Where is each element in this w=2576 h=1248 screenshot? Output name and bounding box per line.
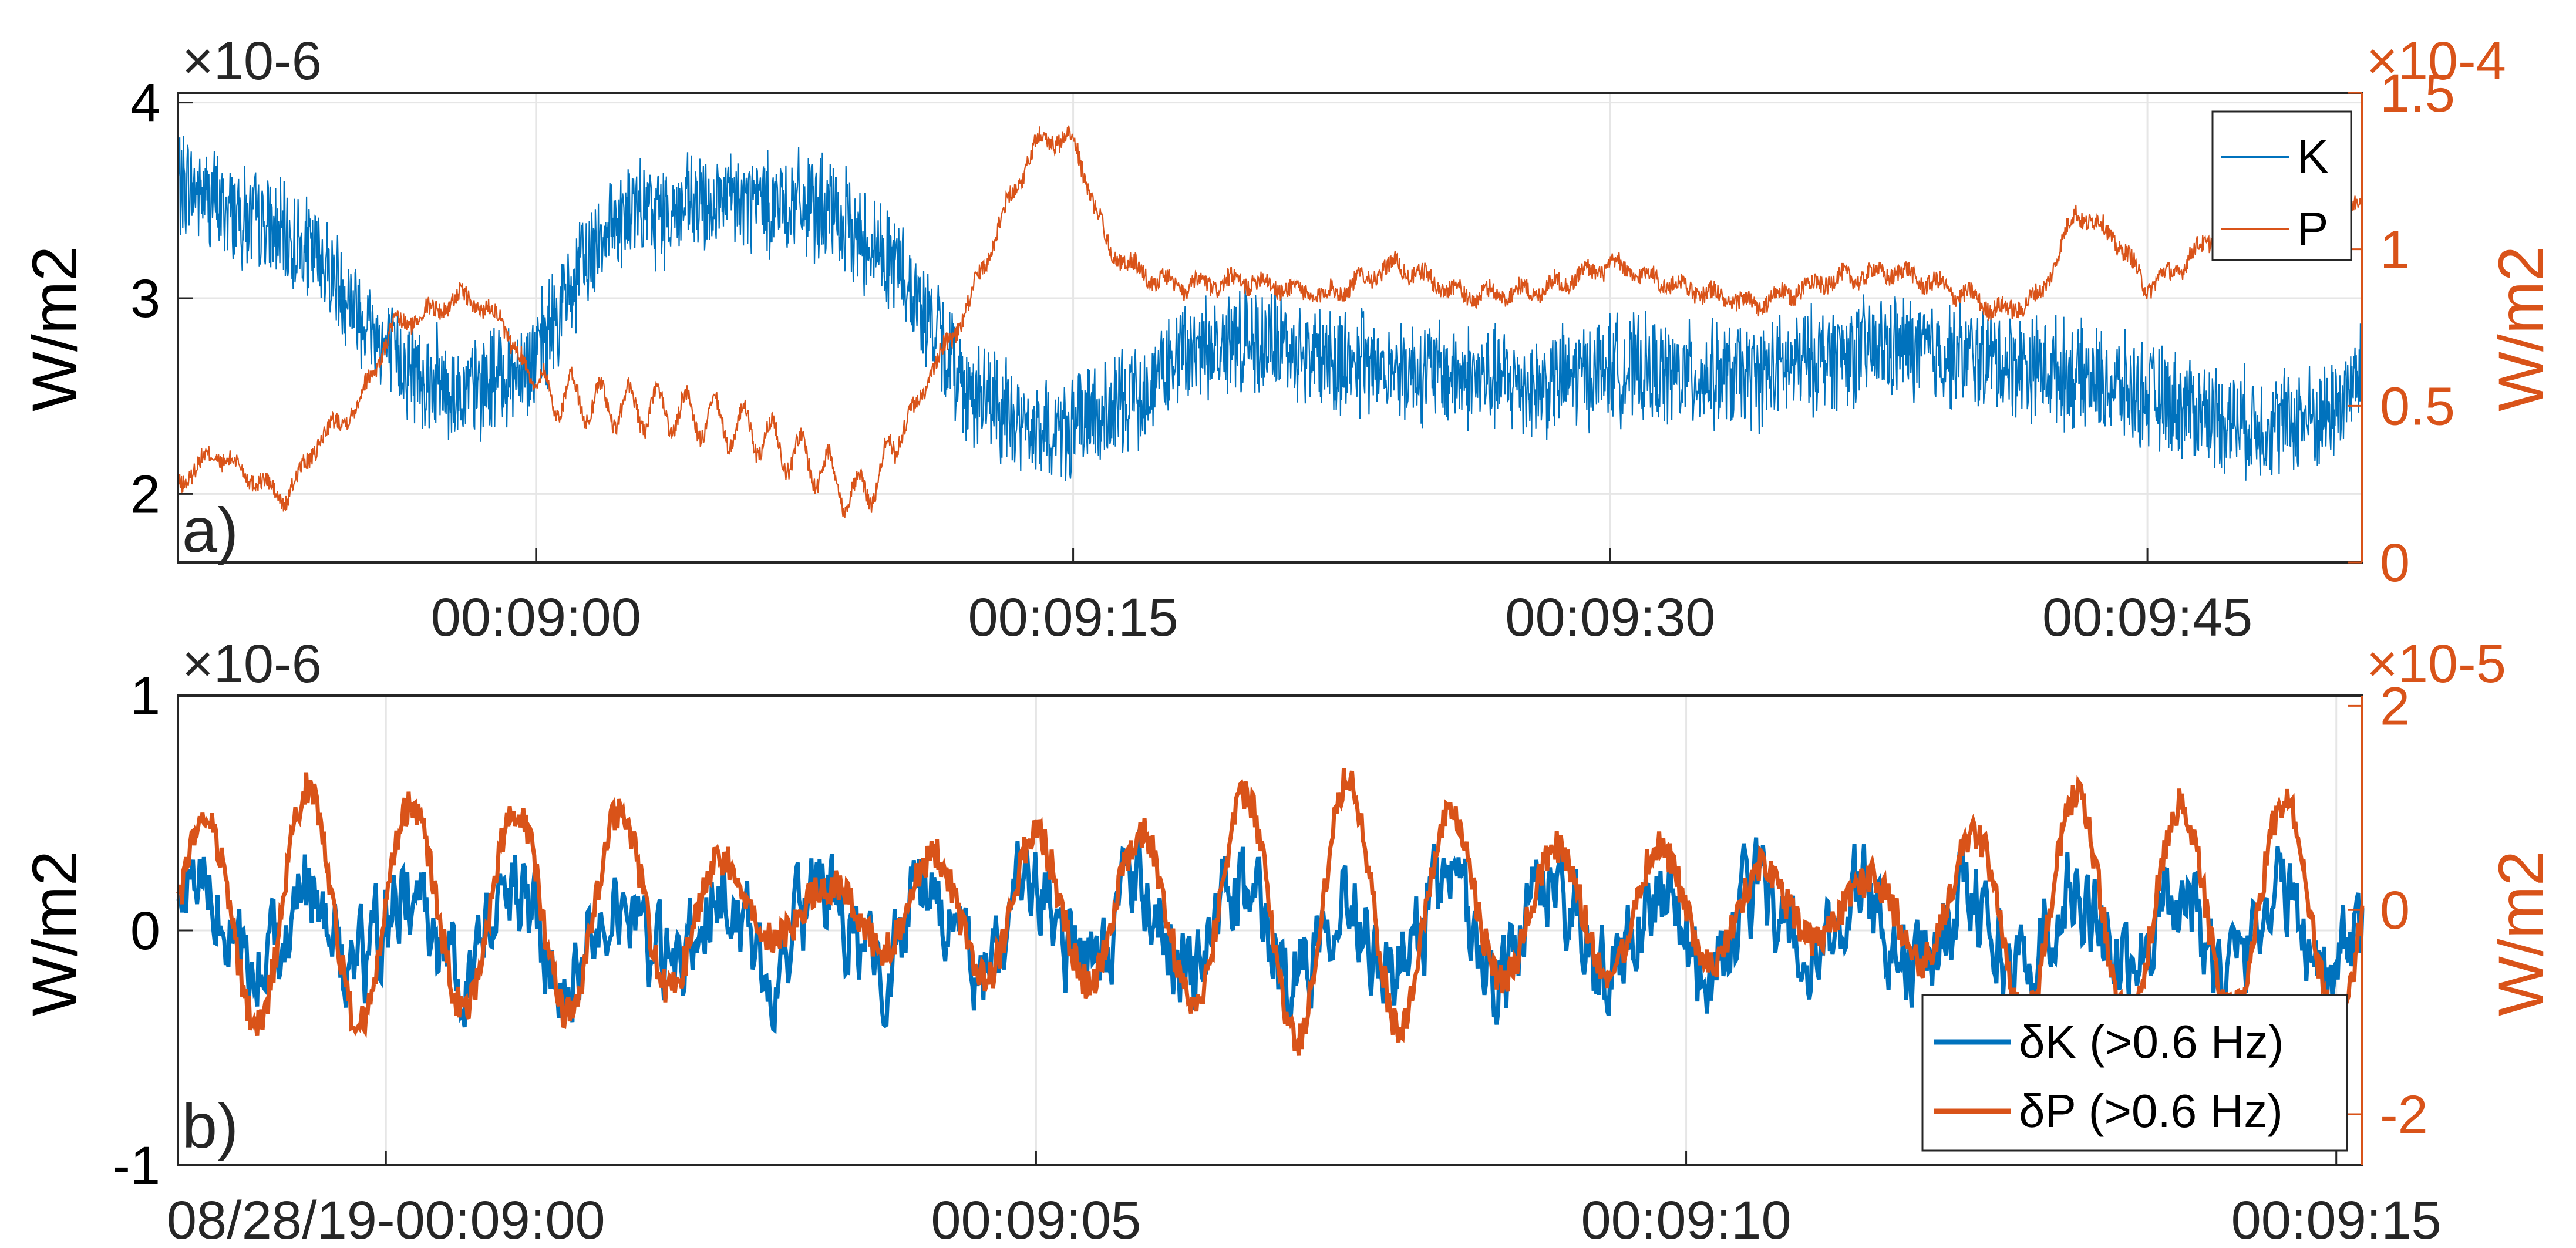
panel-b-legend-dp-label: δP (>0.6 Hz) [2019, 1085, 2283, 1137]
panel-b-right-ytick-label: 0 [2380, 881, 2410, 940]
panel-a-series-k-line [177, 136, 2363, 481]
panel-b-left-ylabel: W/m2 [19, 851, 90, 1016]
panel-b-ticks: 08/28/19-00:09:00 00:09:05 00:09:10 00:09:1… [112, 666, 2442, 1248]
panel-b-right-ytick-label: 2 [2380, 676, 2410, 736]
panel-a-series-p-line [177, 125, 2363, 518]
panel-b-xtick-label: 00:09:15 [2231, 1190, 2442, 1248]
panel-b: 08/28/19-00:09:00 00:09:05 00:09:10 00:09:1… [19, 634, 2556, 1248]
panel-a-ytick-label: 3 [130, 269, 160, 329]
panel-a-legend-box [2211, 110, 2352, 261]
panel-a-left-ylabel: W/m2 [19, 246, 90, 411]
panel-a-right-ytick-label: 1 [2380, 220, 2410, 280]
panel-a-right-ylabel: W/m2 [2485, 246, 2556, 411]
panel-a: 00:09:00 00:09:15 00:09:30 00:09:45 2 3 4 0 0.5 1… [19, 31, 2556, 647]
panel-b-right-ylabel: W/m2 [2485, 851, 2556, 1016]
panel-b-series-dk-line [176, 829, 2365, 1034]
panel-a-ytick-label: 2 [130, 464, 160, 524]
panel-a-right-ytick-label: 0.5 [2380, 376, 2455, 436]
panel-a-xtick-label: 00:09:30 [1505, 588, 1715, 647]
panel-b-ytick-label: 1 [130, 666, 160, 726]
panel-a-ticks: 00:09:00 00:09:15 00:09:30 00:09:45 2 3 4 0 0.5 1… [130, 63, 2455, 647]
panel-b-legend-dk-label: δK (>0.6 Hz) [2019, 1016, 2284, 1068]
panel-a-right-multiplier: ×10-4 [2366, 31, 2506, 91]
panel-a-right-ytick-label: 1.5 [2380, 63, 2455, 123]
panel-a-right-ytick-label: 0 [2380, 533, 2410, 593]
panel-b-ytick-label: -1 [112, 1136, 160, 1196]
panel-b-xtick-label: 00:09:05 [931, 1190, 1141, 1248]
panel-b-legend-box [1921, 994, 2348, 1152]
panel-a-left-multiplier: ×10-6 [182, 31, 322, 91]
panel-a-xtick-label: 00:09:15 [968, 588, 1178, 647]
panel-b-left-multiplier: ×10-6 [182, 634, 322, 694]
panel-b-series-dp-line [176, 768, 2365, 1056]
panel-b-xtick-label: 08/28/19-00:09:00 [167, 1190, 605, 1248]
panel-a-xtick-label: 00:09:00 [431, 588, 641, 647]
panel-a-legend: K P [2211, 110, 2352, 261]
panel-b-series [176, 768, 2365, 1056]
panel-a-ytick-label: 4 [130, 73, 160, 133]
panel-b-legend: δK (>0.6 Hz) δP (>0.6 Hz) [1921, 994, 2348, 1152]
panel-b-right-ytick-label: -2 [2380, 1085, 2428, 1145]
panel-a-xtick-label: 00:09:45 [2042, 588, 2252, 647]
panel-a-legend-p-label: P [2297, 203, 2328, 255]
panel-a-legend-k-label: K [2297, 130, 2328, 183]
panel-a-series [177, 125, 2363, 518]
panel-b-label: b) [182, 1090, 238, 1161]
panel-b-xtick-label: 00:09:10 [1581, 1190, 1792, 1248]
panel-b-ytick-label: 0 [130, 901, 160, 961]
panel-b-right-multiplier: ×10-5 [2366, 634, 2506, 694]
panel-a-label: a) [182, 494, 238, 565]
